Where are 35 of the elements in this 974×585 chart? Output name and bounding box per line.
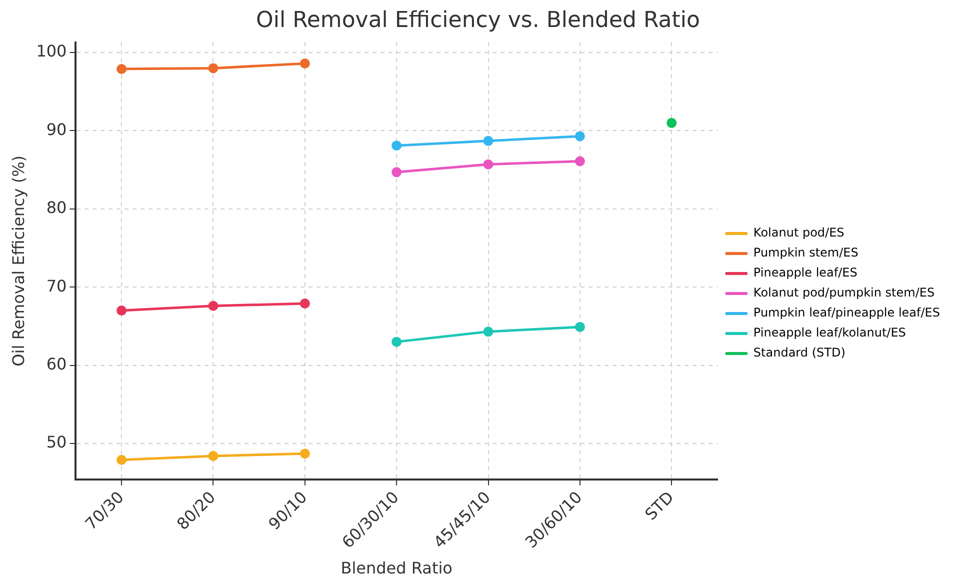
legend-label: Standard (STD) <box>753 346 846 360</box>
y-tick-label: 50 <box>46 432 67 452</box>
y-tick-label: 90 <box>46 120 67 139</box>
point <box>666 118 677 128</box>
y-tick-label: 80 <box>46 198 67 218</box>
point <box>483 136 494 146</box>
y-tick-label: 100 <box>36 42 67 61</box>
point <box>300 298 310 309</box>
y-axis-title: Oil Removal Efficiency (%) <box>8 155 28 366</box>
point <box>208 450 218 461</box>
point <box>392 140 402 151</box>
point <box>300 448 310 459</box>
legend-label: Kolanut pod/pumpkin stem/ES <box>753 286 935 300</box>
point <box>208 63 218 74</box>
point <box>116 306 127 316</box>
point <box>574 131 585 142</box>
legend-label: Pumpkin leaf/pineapple leaf/ES <box>753 306 940 320</box>
legend-label: Pineapple leaf/kolanut/ES <box>753 326 906 340</box>
point <box>116 454 127 465</box>
point <box>574 156 585 166</box>
point <box>392 167 402 178</box>
point <box>483 159 494 170</box>
legend-label: Pineapple leaf/ES <box>753 266 858 280</box>
point <box>300 58 310 69</box>
y-tick-label: 60 <box>46 354 67 374</box>
legend-label: Pumpkin stem/ES <box>753 246 858 260</box>
point <box>116 64 127 74</box>
chart-title: Oil Removal Efficiency vs. Blended Ratio <box>256 8 700 33</box>
point <box>574 322 585 332</box>
y-tick-label: 70 <box>46 276 67 296</box>
legend-label: Kolanut pod/ES <box>753 226 844 240</box>
x-axis-title: Blended Ratio <box>340 558 452 578</box>
point <box>208 300 218 311</box>
point <box>483 326 494 337</box>
point <box>392 336 402 347</box>
